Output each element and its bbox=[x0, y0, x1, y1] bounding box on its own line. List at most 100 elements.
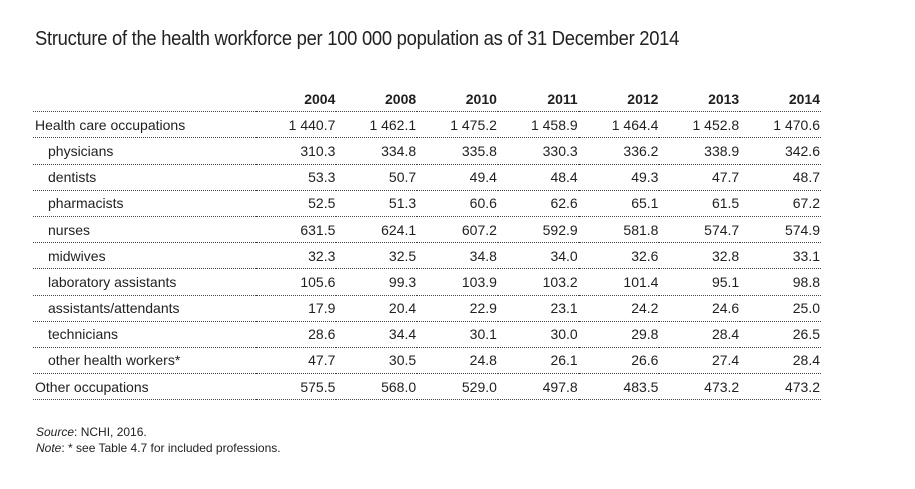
row-label: Health care occupations bbox=[33, 111, 256, 139]
table-cell: 473.2 bbox=[659, 373, 741, 401]
table-cell: 334.8 bbox=[336, 137, 418, 165]
table-cell: 1 440.7 bbox=[255, 111, 337, 139]
table-cell: 32.8 bbox=[659, 242, 741, 270]
table-cell: 48.4 bbox=[497, 164, 579, 191]
table-cell: 1 464.4 bbox=[578, 111, 660, 139]
table-cell: 497.8 bbox=[497, 373, 579, 401]
note-label: Note bbox=[36, 441, 62, 455]
table-cell: 574.7 bbox=[659, 216, 741, 244]
table-cell: 24.2 bbox=[578, 295, 660, 322]
table-cell: 28.4 bbox=[740, 347, 821, 375]
table-cell: 95.1 bbox=[659, 268, 741, 296]
table-cell: 20.4 bbox=[336, 295, 418, 322]
note-line: Note: * see Table 4.7 for included profe… bbox=[36, 440, 281, 456]
table-cell: 335.8 bbox=[417, 137, 498, 165]
table-cell: 49.4 bbox=[417, 164, 498, 191]
table-cell: 574.9 bbox=[740, 216, 821, 244]
note-text: : * see Table 4.7 for included professio… bbox=[61, 441, 281, 455]
header-row: 2004 2008 2010 2011 2012 2013 2014 bbox=[33, 84, 821, 113]
table-cell: 47.7 bbox=[659, 164, 741, 191]
workforce-table: 2004 2008 2010 2011 2012 2013 2014 Health care… bbox=[33, 84, 821, 401]
table-cell: 99.3 bbox=[336, 268, 418, 296]
table-cell: 1 462.1 bbox=[336, 111, 418, 139]
table-cell: 67.2 bbox=[740, 190, 821, 217]
row-label: technicians bbox=[33, 321, 256, 348]
table-cell: 103.9 bbox=[417, 268, 498, 296]
table-title: Structure of the health workforce per 10… bbox=[35, 28, 680, 50]
table-cell: 1 470.6 bbox=[740, 111, 821, 139]
row-label: assistants/attendants bbox=[33, 295, 256, 322]
table-cell: 103.2 bbox=[497, 268, 579, 296]
table-cell: 529.0 bbox=[417, 373, 498, 401]
table-cell: 607.2 bbox=[417, 216, 498, 244]
table-row: physicians 310.3 334.8 335.8 330.3 336.2 338.9… bbox=[33, 137, 821, 165]
table-cell: 29.8 bbox=[578, 321, 660, 348]
table-cell: 1 452.8 bbox=[659, 111, 741, 139]
table-cell: 631.5 bbox=[255, 216, 337, 244]
table-row: Other occupations 575.5 568.0 529.0 497.8 483… bbox=[33, 373, 821, 401]
table-cell: 24.6 bbox=[659, 295, 741, 322]
source-line: Source: NCHI, 2016. bbox=[36, 424, 281, 440]
table-cell: 50.7 bbox=[336, 164, 418, 191]
table-cell: 27.4 bbox=[659, 347, 741, 375]
table-cell: 32.6 bbox=[578, 242, 660, 270]
table-cell: 62.6 bbox=[497, 190, 579, 217]
table-notes: Source: NCHI, 2016. Note: * see Table 4.… bbox=[36, 424, 281, 456]
table-cell: 575.5 bbox=[255, 373, 337, 401]
table-row: pharmacists 52.5 51.3 60.6 62.6 65.1 61.5 67.2 bbox=[33, 190, 821, 217]
table-cell: 581.8 bbox=[578, 216, 660, 244]
table-cell: 336.2 bbox=[578, 137, 660, 165]
column-header-2014: 2014 bbox=[740, 84, 821, 113]
table-cell: 51.3 bbox=[336, 190, 418, 217]
table-row: dentists 53.3 50.7 49.4 48.4 49.3 47.7 48.7 bbox=[33, 164, 821, 191]
source-label: Source bbox=[36, 425, 75, 439]
table-cell: 33.1 bbox=[740, 242, 821, 270]
row-label: nurses bbox=[33, 216, 256, 244]
table-cell: 22.9 bbox=[417, 295, 498, 322]
table-cell: 473.2 bbox=[740, 373, 821, 401]
table-cell: 34.8 bbox=[417, 242, 498, 270]
table-cell: 65.1 bbox=[578, 190, 660, 217]
table-cell: 1 475.2 bbox=[417, 111, 498, 139]
table-cell: 34.4 bbox=[336, 321, 418, 348]
table-header: 2004 2008 2010 2011 2012 2013 2014 bbox=[33, 84, 821, 113]
table-cell: 34.0 bbox=[497, 242, 579, 270]
column-header-2004: 2004 bbox=[255, 84, 337, 113]
source-text: : NCHI, 2016. bbox=[74, 425, 147, 439]
table-cell: 28.4 bbox=[659, 321, 741, 348]
table-cell: 25.0 bbox=[740, 295, 821, 322]
table-row: midwives 32.3 32.5 34.8 34.0 32.6 32.8 33.1 bbox=[33, 242, 821, 270]
table-cell: 60.6 bbox=[417, 190, 498, 217]
row-label: laboratory assistants bbox=[33, 268, 256, 296]
table-cell: 52.5 bbox=[255, 190, 337, 217]
table-row: nurses 631.5 624.1 607.2 592.9 581.8 574.7 574.… bbox=[33, 216, 821, 244]
row-label: physicians bbox=[33, 137, 256, 165]
table-cell: 49.3 bbox=[578, 164, 660, 191]
table-cell: 48.7 bbox=[740, 164, 821, 191]
column-header-2013: 2013 bbox=[659, 84, 741, 113]
table-cell: 26.5 bbox=[740, 321, 821, 348]
table-cell: 32.5 bbox=[336, 242, 418, 270]
column-header-2011: 2011 bbox=[497, 84, 579, 113]
table-cell: 483.5 bbox=[578, 373, 660, 401]
table-cell: 53.3 bbox=[255, 164, 337, 191]
column-header-2008: 2008 bbox=[336, 84, 418, 113]
row-label: dentists bbox=[33, 164, 256, 191]
table-cell: 624.1 bbox=[336, 216, 418, 244]
header-corner bbox=[33, 84, 256, 113]
column-header-2012: 2012 bbox=[578, 84, 660, 113]
table-row: technicians 28.6 34.4 30.1 30.0 29.8 28.4 26.5 bbox=[33, 321, 821, 348]
table-row: laboratory assistants 105.6 99.3 103.9 103.2… bbox=[33, 268, 821, 296]
table-cell: 338.9 bbox=[659, 137, 741, 165]
table-cell: 30.1 bbox=[417, 321, 498, 348]
table-cell: 17.9 bbox=[255, 295, 337, 322]
row-label: pharmacists bbox=[33, 190, 256, 217]
row-label: midwives bbox=[33, 242, 256, 270]
table-cell: 32.3 bbox=[255, 242, 337, 270]
table-cell: 568.0 bbox=[336, 373, 418, 401]
table-cell: 26.1 bbox=[497, 347, 579, 375]
table-cell: 61.5 bbox=[659, 190, 741, 217]
row-label: Other occupations bbox=[33, 373, 256, 401]
column-header-2010: 2010 bbox=[417, 84, 498, 113]
table-cell: 24.8 bbox=[417, 347, 498, 375]
